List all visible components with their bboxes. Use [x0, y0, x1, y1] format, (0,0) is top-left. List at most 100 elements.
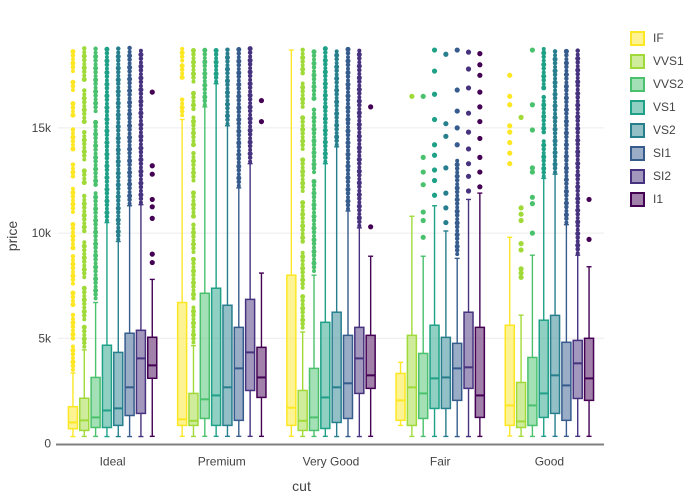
box-VS2-very-good	[331, 146, 342, 438]
box-I1-premium	[256, 272, 267, 438]
outliers-SI1-0	[127, 45, 133, 206]
legend-swatch-icon	[630, 30, 645, 46]
outliers-VVS2-2	[311, 49, 317, 273]
legend: IF VVS1 VVS2 VS1 VS2 SI1 SI2 I1	[630, 30, 684, 207]
x-tick-label-fair: Fair	[430, 455, 451, 469]
legend-swatch-icon	[630, 168, 645, 184]
legend-item-I1[interactable]: I1	[630, 191, 684, 207]
outliers-VS1-1	[213, 47, 219, 84]
outliers-VS2-2	[334, 49, 340, 147]
box-SI2-very-good	[354, 227, 365, 438]
outliers-VVS1-1	[190, 47, 196, 345]
box-VVS2-good	[527, 254, 538, 438]
box-SI1-good	[561, 223, 572, 438]
outliers-VS2-0	[115, 46, 121, 242]
legend-label: VVS2	[653, 77, 684, 91]
legend-item-SI1[interactable]: SI1	[630, 145, 684, 161]
legend-label: VS2	[653, 123, 676, 137]
trace-VS1	[101, 46, 549, 438]
y-axis-title: price	[4, 220, 20, 252]
legend-swatch-icon	[630, 53, 645, 69]
trace-SI2	[135, 46, 583, 438]
legend-swatch-icon	[630, 76, 645, 92]
outliers-VS2-3	[443, 51, 449, 226]
legend-item-VS1[interactable]: VS1	[630, 99, 684, 115]
outliers-VVS1-4	[518, 114, 524, 280]
box-VVS2-very-good	[308, 274, 320, 438]
outliers-SI2-3	[465, 49, 472, 194]
outliers-SI1-2	[345, 46, 351, 211]
x-axis-title: cut	[292, 478, 311, 494]
trace-VVS1	[79, 46, 527, 438]
box-IF-premium	[176, 118, 188, 438]
y-tick-label-10k: 10k	[32, 226, 52, 240]
box-VS1-good	[538, 177, 549, 438]
x-tick-label-very-good: Very Good	[303, 455, 360, 469]
outliers-VVS1-3	[409, 93, 415, 99]
box-VS1-fair	[429, 205, 440, 438]
outliers-SI2-2	[356, 48, 362, 228]
box-IF-good	[504, 236, 515, 437]
legend-label: VVS1	[653, 54, 684, 68]
x-tick-label-ideal: Ideal	[100, 455, 126, 469]
box-VS1-premium	[210, 83, 222, 438]
outliers-VS1-0	[104, 46, 110, 223]
box-SI2-good	[572, 254, 583, 438]
box-VVS2-premium	[199, 106, 211, 438]
legend-swatch-icon	[630, 122, 645, 138]
outliers-VS1-4	[541, 47, 547, 179]
outliers-VVS1-2	[300, 47, 306, 330]
outliers-VS1-3	[431, 47, 438, 198]
box-IF-fair	[395, 361, 406, 427]
y-tick-label-15k: 15k	[32, 121, 52, 135]
legend-label: SI2	[653, 169, 672, 183]
legend-swatch-icon	[630, 191, 645, 207]
y-tick-label-5k: 5k	[38, 331, 52, 345]
legend-swatch-icon	[630, 145, 645, 161]
legend-label: VS1	[653, 100, 676, 114]
box-VS2-good	[549, 173, 561, 438]
outliers-VVS2-4	[529, 47, 536, 236]
outliers-I1-1	[258, 97, 265, 125]
box-VS2-ideal	[113, 240, 124, 438]
legend-label: I1	[653, 192, 664, 206]
outliers-SI1-4	[563, 48, 569, 225]
outliers-VVS1-0	[81, 46, 87, 349]
outliers-SI2-4	[575, 48, 581, 256]
box-VVS2-ideal	[90, 301, 101, 438]
outliers-I1-0	[149, 89, 155, 266]
outliers-VVS2-3	[420, 93, 426, 240]
box-VS1-very-good	[320, 162, 331, 438]
trace-I1	[147, 51, 595, 438]
legend-item-VVS1[interactable]: VVS1	[630, 53, 684, 69]
legend-item-VVS2[interactable]: VVS2	[630, 76, 684, 92]
box-SI1-very-good	[342, 210, 354, 438]
legend-label: SI1	[653, 146, 672, 160]
legend-item-VS2[interactable]: VS2	[630, 122, 684, 138]
box-SI2-fair	[463, 198, 474, 438]
box-VVS1-ideal	[79, 349, 90, 438]
outliers-VVS2-1	[202, 47, 208, 107]
box-SI2-premium	[244, 162, 256, 438]
box-SI1-premium	[233, 187, 245, 438]
box-VVS1-very-good	[297, 331, 308, 438]
box-I1-fair	[474, 192, 486, 438]
outliers-IF-4	[507, 72, 513, 167]
trace-VS2	[113, 46, 561, 438]
box-VS2-premium	[222, 125, 233, 438]
outliers-I1-3	[477, 51, 483, 190]
box-SI1-fair	[451, 257, 463, 438]
box-VVS1-premium	[188, 344, 199, 438]
trace-SI1	[124, 45, 572, 438]
y-tick-label-0: 0	[44, 437, 51, 451]
box-VVS1-fair	[406, 215, 418, 438]
box-IF-ideal	[67, 372, 79, 438]
legend-item-IF[interactable]: IF	[630, 30, 684, 46]
outliers-VS2-4	[552, 49, 558, 175]
box-VVS1-good	[515, 314, 527, 438]
box-SI1-ideal	[124, 205, 135, 438]
box-I1-very-good	[365, 255, 376, 438]
box-VS2-fair	[440, 230, 452, 438]
legend-item-SI2[interactable]: SI2	[630, 168, 684, 184]
